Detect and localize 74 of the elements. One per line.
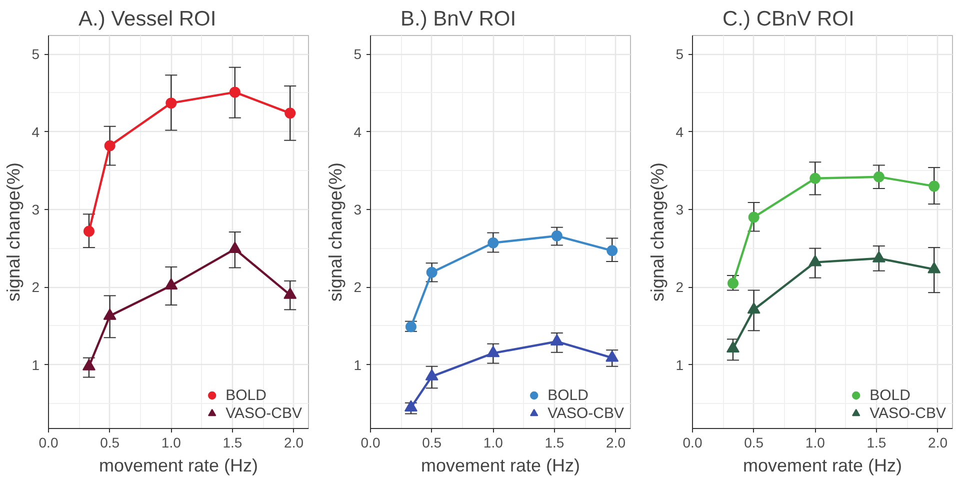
point bbox=[426, 266, 438, 278]
y-tick-label: 4 bbox=[676, 124, 684, 140]
y-tick-label: 3 bbox=[676, 201, 684, 218]
x-tick-label: 1.5 bbox=[544, 434, 564, 450]
x-tick-label: 0.5 bbox=[100, 434, 120, 450]
legend-label: BOLD bbox=[548, 386, 588, 404]
x-tick-label: 2.0 bbox=[928, 434, 948, 450]
x-tick-label: 1.5 bbox=[222, 434, 242, 450]
point bbox=[284, 108, 296, 119]
y-tick-label: 5 bbox=[354, 46, 362, 62]
point bbox=[404, 400, 418, 412]
x-tick-label: 1.0 bbox=[483, 434, 504, 450]
point bbox=[748, 212, 760, 223]
y-tick-label: 3 bbox=[354, 201, 362, 218]
legend-label: VASO-CBV bbox=[548, 404, 624, 422]
x-tick-label: 1.5 bbox=[866, 434, 886, 450]
point bbox=[928, 262, 941, 274]
point bbox=[872, 250, 886, 262]
point bbox=[551, 230, 562, 242]
chart-title: B.) BnV ROI bbox=[400, 8, 516, 30]
point bbox=[103, 308, 116, 320]
legend-label: BOLD bbox=[226, 386, 266, 404]
y-tick-label: 5 bbox=[32, 46, 40, 62]
legend-label: VASO-CBV bbox=[226, 404, 302, 422]
x-tick-label: 0.5 bbox=[744, 434, 764, 450]
x-tick-label: 2.0 bbox=[284, 434, 304, 450]
chart-title: A.) Vessel ROI bbox=[78, 8, 216, 30]
y-tick-label: 1 bbox=[676, 356, 684, 373]
point bbox=[104, 140, 116, 152]
chart-title: C.) CBnV ROI bbox=[722, 8, 854, 30]
y-tick-label: 4 bbox=[354, 124, 362, 140]
x-tick-label: 0.0 bbox=[682, 434, 702, 450]
point bbox=[747, 302, 760, 314]
x-axis-title: movement rate (Hz) bbox=[742, 456, 902, 476]
y-tick-label: 2 bbox=[32, 279, 40, 296]
point bbox=[810, 172, 821, 184]
x-tick-label: 1.0 bbox=[805, 434, 826, 450]
point bbox=[166, 98, 177, 109]
x-tick-label: 0.5 bbox=[422, 434, 442, 450]
point bbox=[606, 245, 618, 256]
point bbox=[229, 86, 240, 98]
point bbox=[928, 180, 940, 192]
point bbox=[873, 171, 884, 182]
point bbox=[83, 226, 94, 237]
x-axis-title: movement rate (Hz) bbox=[420, 456, 580, 476]
point bbox=[425, 369, 438, 380]
y-tick-label: 1 bbox=[354, 356, 362, 373]
y-tick-label: 5 bbox=[676, 46, 684, 62]
point bbox=[164, 278, 178, 290]
point bbox=[488, 237, 499, 248]
point bbox=[550, 334, 564, 346]
x-tick-label: 1.0 bbox=[161, 434, 182, 450]
y-tick-label: 4 bbox=[32, 124, 40, 140]
point bbox=[606, 350, 619, 362]
y-axis-title: signal change(%) bbox=[4, 162, 24, 302]
point bbox=[486, 346, 500, 358]
point bbox=[808, 254, 822, 266]
x-axis-title: movement rate (Hz) bbox=[98, 456, 258, 476]
legend-label: BOLD bbox=[870, 386, 910, 404]
y-axis-title: signal change(%) bbox=[326, 162, 346, 302]
x-tick-label: 2.0 bbox=[606, 434, 626, 450]
y-tick-label: 2 bbox=[676, 279, 684, 296]
point bbox=[727, 278, 738, 289]
x-tick-label: 0.0 bbox=[38, 434, 58, 450]
legend-label: VASO-CBV bbox=[870, 404, 946, 422]
y-tick-label: 1 bbox=[32, 356, 40, 373]
point bbox=[228, 242, 242, 254]
y-tick-label: 2 bbox=[354, 279, 362, 296]
point bbox=[284, 287, 297, 299]
point bbox=[726, 341, 740, 352]
x-tick-label: 0.0 bbox=[360, 434, 380, 450]
y-tick-label: 3 bbox=[32, 201, 40, 218]
y-axis-title: signal change(%) bbox=[648, 162, 668, 302]
point bbox=[82, 358, 96, 370]
